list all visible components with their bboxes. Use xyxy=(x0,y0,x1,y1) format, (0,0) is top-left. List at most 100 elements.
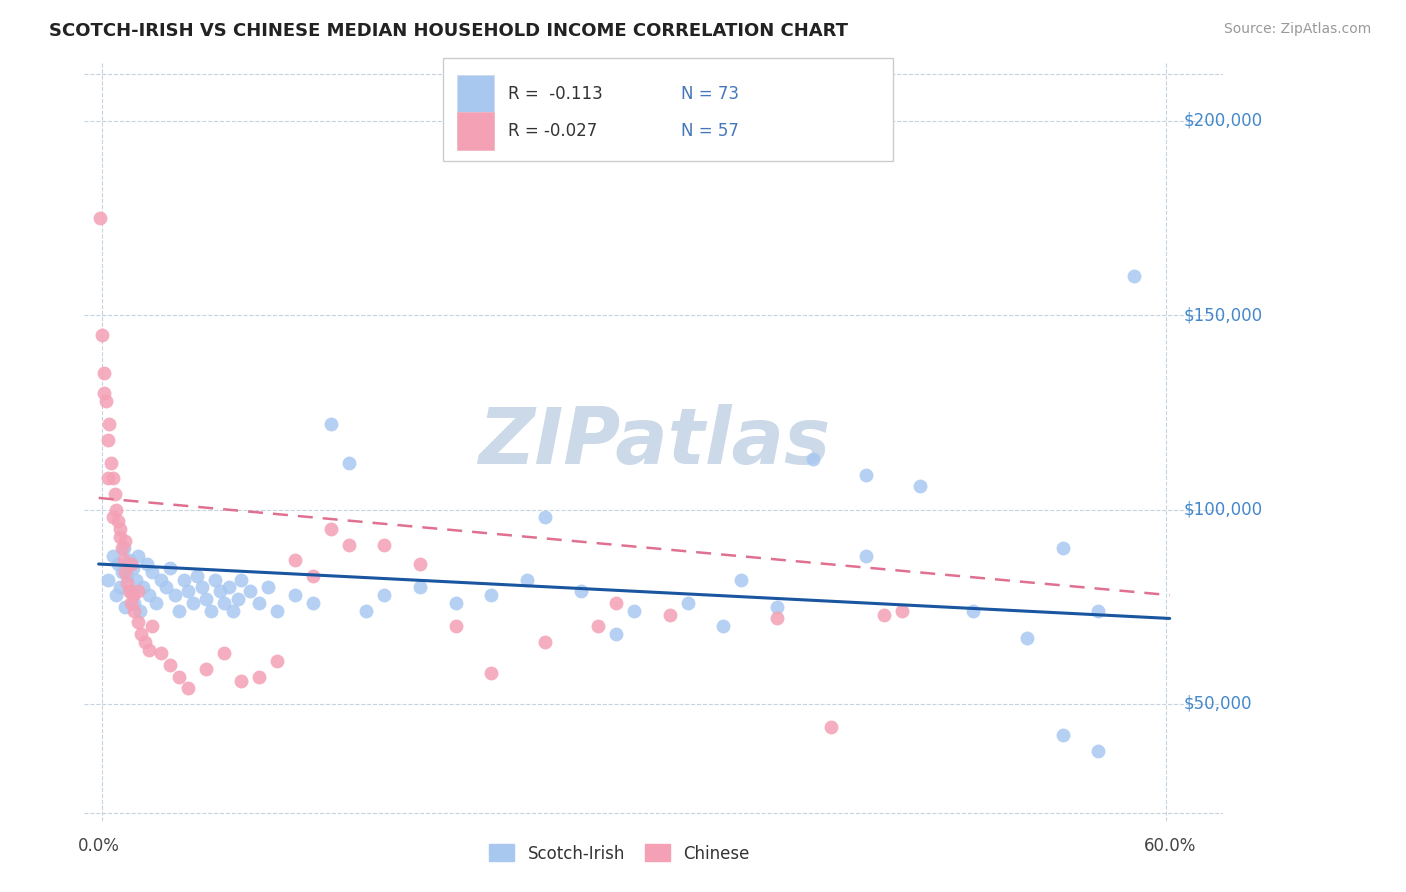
Point xyxy=(93,367,115,381)
Point xyxy=(962,604,984,618)
Point xyxy=(108,580,131,594)
Point xyxy=(114,599,136,614)
Point xyxy=(97,573,120,587)
Point xyxy=(266,604,288,618)
Point xyxy=(658,607,681,622)
Point xyxy=(302,568,325,582)
Text: Source: ZipAtlas.com: Source: ZipAtlas.com xyxy=(1223,22,1371,37)
Point xyxy=(873,607,896,622)
Point xyxy=(356,604,378,618)
Point xyxy=(108,530,131,544)
Point xyxy=(191,580,214,594)
Point xyxy=(226,592,249,607)
Text: N = 73: N = 73 xyxy=(681,85,738,103)
Legend: Scotch-Irish, Chinese: Scotch-Irish, Chinese xyxy=(482,838,756,869)
Point xyxy=(319,417,342,431)
Point xyxy=(138,588,160,602)
Point xyxy=(131,627,153,641)
Point xyxy=(94,393,117,408)
Point xyxy=(247,596,270,610)
Point xyxy=(266,654,288,668)
Point xyxy=(177,584,200,599)
Point xyxy=(177,681,200,696)
Point xyxy=(165,588,187,602)
Point xyxy=(890,604,912,618)
Point xyxy=(766,611,789,625)
Point xyxy=(173,573,195,587)
Point xyxy=(89,211,111,225)
Point xyxy=(409,557,432,571)
Point xyxy=(114,533,136,548)
Point xyxy=(150,573,173,587)
Point xyxy=(115,568,138,582)
Point xyxy=(444,619,467,633)
Point xyxy=(479,665,502,680)
Point xyxy=(569,584,592,599)
Point xyxy=(132,580,155,594)
Point xyxy=(247,670,270,684)
Point xyxy=(1087,744,1109,758)
Point xyxy=(100,456,122,470)
Point xyxy=(108,522,131,536)
Point xyxy=(97,471,120,485)
Point xyxy=(231,673,253,688)
Point xyxy=(212,596,235,610)
Point xyxy=(200,604,222,618)
Point xyxy=(104,487,127,501)
Point xyxy=(302,596,325,610)
Point xyxy=(112,541,135,556)
Point xyxy=(107,514,129,528)
Point xyxy=(114,565,136,579)
Point xyxy=(444,596,467,610)
Point xyxy=(127,615,149,630)
Point xyxy=(150,647,173,661)
Point xyxy=(111,565,134,579)
Point xyxy=(221,604,243,618)
Point xyxy=(138,642,160,657)
Point xyxy=(107,557,129,571)
Point xyxy=(1015,631,1038,645)
Point xyxy=(120,596,142,610)
Point xyxy=(1087,604,1109,618)
Point xyxy=(194,592,217,607)
Point xyxy=(159,561,181,575)
Point xyxy=(516,573,538,587)
Point xyxy=(337,538,360,552)
Point xyxy=(111,541,134,556)
Point xyxy=(127,549,149,564)
Point xyxy=(101,471,124,485)
Point xyxy=(605,627,627,641)
Point xyxy=(1052,728,1074,742)
Point xyxy=(820,720,842,734)
Point xyxy=(231,573,253,587)
Text: $100,000: $100,000 xyxy=(1184,500,1263,518)
Point xyxy=(212,647,235,661)
Point xyxy=(135,557,157,571)
Point xyxy=(105,588,128,602)
Point xyxy=(1123,269,1146,284)
Point xyxy=(101,549,124,564)
Point xyxy=(801,452,824,467)
Point xyxy=(319,522,342,536)
Point xyxy=(534,510,557,524)
Text: SCOTCH-IRISH VS CHINESE MEDIAN HOUSEHOLD INCOME CORRELATION CHART: SCOTCH-IRISH VS CHINESE MEDIAN HOUSEHOLD… xyxy=(49,22,848,40)
Point xyxy=(766,599,789,614)
Point xyxy=(181,596,204,610)
Point xyxy=(145,596,167,610)
Point xyxy=(730,573,752,587)
Text: $200,000: $200,000 xyxy=(1184,112,1263,129)
Point xyxy=(284,588,307,602)
Text: R = -0.027: R = -0.027 xyxy=(508,122,596,140)
Point xyxy=(127,584,149,599)
Point xyxy=(93,386,115,401)
Point xyxy=(373,538,395,552)
Point xyxy=(713,619,735,633)
Text: R =  -0.113: R = -0.113 xyxy=(508,85,602,103)
Point xyxy=(120,584,142,599)
Point xyxy=(676,596,699,610)
Point xyxy=(479,588,502,602)
Point xyxy=(284,553,307,567)
Point xyxy=(623,604,645,618)
Point xyxy=(115,576,138,591)
Point xyxy=(121,561,143,575)
